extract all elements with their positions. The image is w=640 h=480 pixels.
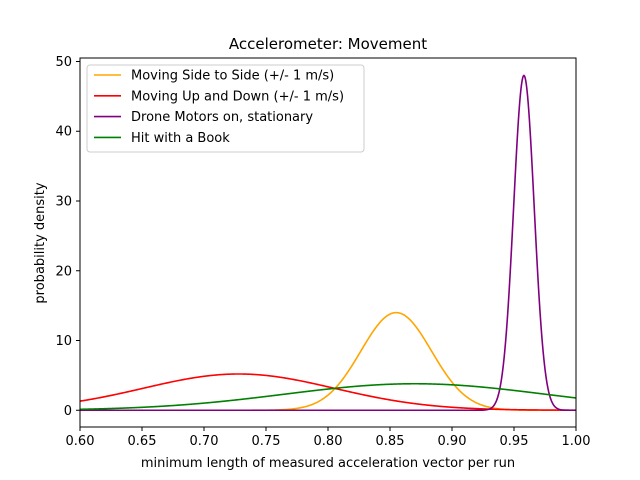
y-tick-label: 20 bbox=[55, 264, 72, 279]
legend-label-1: Moving Side to Side (+/- 1 m/s) bbox=[131, 69, 334, 84]
legend-label-4: Hit with a Book bbox=[131, 131, 230, 146]
legend-box bbox=[86, 64, 365, 153]
x-tick-label: 0.70 bbox=[190, 434, 219, 449]
legend: Moving Side to Side (+/- 1 m/s) Moving Up… bbox=[86, 64, 365, 153]
x-axis: 0.60 0.65 0.70 0.75 0.80 0.85 0.90 0.95 1.00 bbox=[66, 427, 591, 449]
y-tick-label: 10 bbox=[55, 334, 72, 349]
y-axis-label: probability density bbox=[33, 182, 48, 303]
x-tick-label: 0.90 bbox=[438, 434, 467, 449]
legend-label-3: Drone Motors on, stationary bbox=[131, 110, 313, 125]
x-tick-label: 0.85 bbox=[376, 434, 405, 449]
y-tick-label: 40 bbox=[55, 125, 72, 140]
plot-marks bbox=[80, 74, 576, 412]
chart-title: Accelerometer: Movement bbox=[229, 35, 427, 53]
legend-label-2: Moving Up and Down (+/- 1 m/s) bbox=[131, 89, 344, 104]
y-tick-label: 50 bbox=[55, 55, 72, 70]
y-tick-label: 0 bbox=[64, 404, 72, 419]
series-line-2 bbox=[80, 373, 576, 411]
series-line-4 bbox=[80, 382, 576, 411]
series-line-1 bbox=[80, 311, 576, 412]
x-tick-label: 0.95 bbox=[500, 434, 529, 449]
x-tick-label: 0.60 bbox=[66, 434, 95, 449]
series-line-3 bbox=[80, 74, 576, 412]
x-tick-label: 0.80 bbox=[314, 434, 343, 449]
x-tick-label: 0.75 bbox=[252, 434, 281, 449]
y-tick-label: 30 bbox=[55, 194, 72, 209]
y-axis: 0 10 20 30 40 50 bbox=[55, 55, 80, 419]
x-tick-label: 1.00 bbox=[562, 434, 591, 449]
x-tick-label: 0.65 bbox=[128, 434, 157, 449]
x-axis-label: minimum length of measured acceleration … bbox=[141, 456, 515, 471]
